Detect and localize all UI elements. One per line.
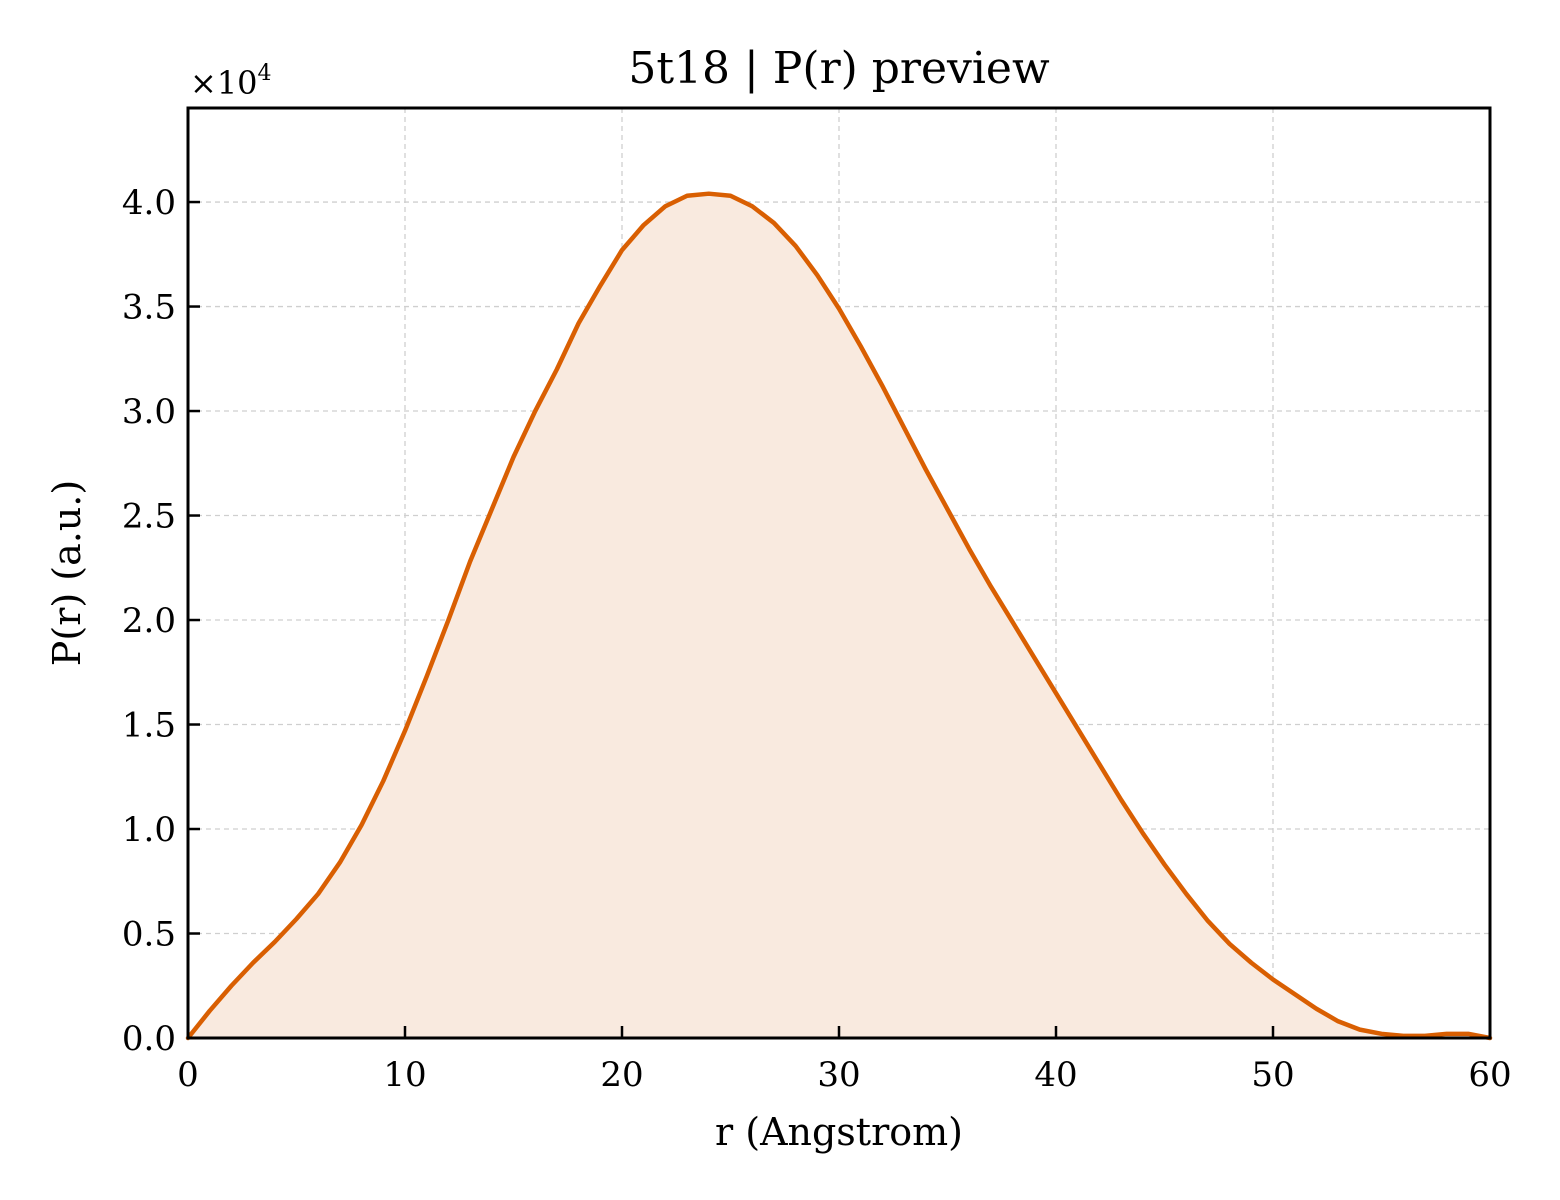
y-tick-label: 2.0 <box>122 601 176 641</box>
x-tick-label: 30 <box>817 1055 860 1095</box>
pr-line <box>185 191 1493 1041</box>
x-tick-label: 10 <box>383 1055 426 1095</box>
y-tick-label: 0.0 <box>122 1019 176 1059</box>
chart-title: 5t18 | P(r) preview <box>628 43 1050 94</box>
y-tick-label: 3.0 <box>122 392 176 432</box>
y-tick-label: 3.5 <box>122 288 176 328</box>
y-tick-label: 4.0 <box>122 183 176 223</box>
y-multiplier-exponent: 4 <box>258 61 272 86</box>
ticks: 0 10 20 30 40 50 60 0.0 0.5 1.0 1.5 2.0 2.5 3.0 3.5 4.0 <box>122 183 1512 1095</box>
y-tick-label: 1.5 <box>122 706 176 746</box>
pr-area-fill <box>188 193 1490 1038</box>
x-tick-label: 60 <box>1468 1055 1511 1095</box>
x-tick-label: 20 <box>600 1055 643 1095</box>
y-multiplier-base: ×10 <box>190 64 258 102</box>
x-axis-label: r (Angstrom) <box>715 1110 963 1154</box>
y-axis-multiplier: ×104 <box>190 61 272 102</box>
y-tick-label: 2.5 <box>122 497 176 537</box>
y-axis-label: P(r) (a.u.) <box>45 480 89 666</box>
y-tick-label: 0.5 <box>122 915 176 955</box>
x-tick-label: 40 <box>1034 1055 1077 1095</box>
x-tick-label: 50 <box>1251 1055 1294 1095</box>
y-tick-label: 1.0 <box>122 810 176 850</box>
x-tick-label: 0 <box>177 1055 199 1095</box>
